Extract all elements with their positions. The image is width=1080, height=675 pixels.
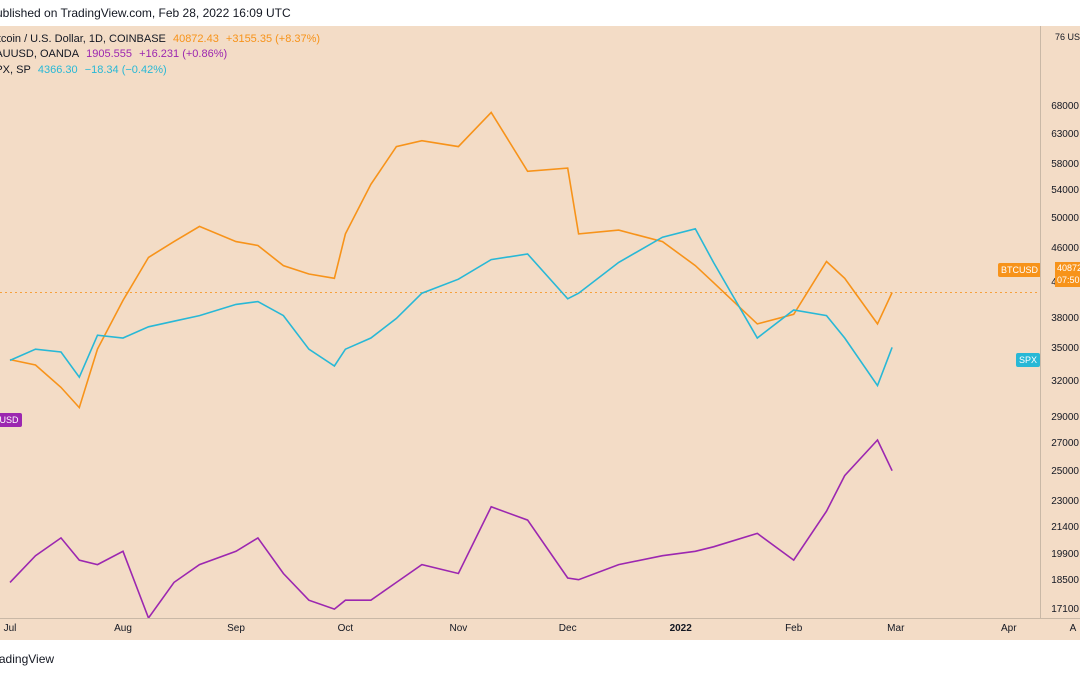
- time-tick-label: Dec: [558, 623, 577, 634]
- time-tick-label: Apr: [1001, 623, 1017, 634]
- btc-price-label: 40872: [1055, 262, 1080, 275]
- header-bar: Published on TradingView.com, Feb 28, 20…: [0, 0, 1080, 26]
- price-chart: [0, 111, 1040, 618]
- btc-series-line: [9, 111, 893, 410]
- footer-bar: TradingView: [0, 640, 1080, 675]
- price-tick-label: 23000: [1051, 496, 1079, 507]
- legend-xau-price: 1905.555: [86, 48, 133, 60]
- legend-spx-price: 4366.30: [37, 64, 78, 76]
- legend-xau-change: +16.231 (+0.86%): [139, 48, 228, 60]
- price-axis-currency: 76 USD: [1055, 32, 1080, 42]
- legend-spx-change: −18.34 (−0.42%): [84, 64, 167, 76]
- time-tick-label: Feb: [785, 623, 803, 634]
- time-tick-label: 2022: [669, 623, 692, 634]
- price-tick-label: 29000: [1051, 411, 1079, 423]
- btc-series-tag: BTCUSD: [998, 263, 1040, 277]
- price-tick-label: 68000: [1051, 101, 1079, 112]
- price-tick-label: 25000: [1051, 465, 1079, 477]
- price-tick-label: 19900: [1051, 548, 1079, 560]
- price-tick-label: 18500: [1051, 575, 1079, 587]
- price-tick-label: 54000: [1051, 185, 1079, 196]
- legend-btc-price: 40872.43: [172, 33, 219, 45]
- price-tick-label: 50000: [1051, 213, 1079, 224]
- legend-btc-change: +3155.35 (+8.37%): [225, 33, 321, 45]
- price-tick-label: 21400: [1051, 522, 1079, 534]
- time-tick-label: Sep: [227, 623, 245, 634]
- time-tick-label: Nov: [449, 623, 468, 634]
- time-axis[interactable]: Jul Aug Sep Oct Nov Dec 2022 Feb Mar Apr A: [0, 618, 1080, 640]
- price-tick-label: 32000: [1051, 375, 1079, 387]
- time-tick-label: Aug: [114, 623, 132, 634]
- btc-countdown-label: 07:50:: [1055, 274, 1080, 287]
- time-axis-corner: A: [1069, 623, 1077, 634]
- time-tick-label: Jul: [3, 623, 17, 634]
- time-tick-label: Oct: [337, 623, 354, 634]
- legend-btc: Bitcoin / U.S. Dollar, 1D, COINBASE 4087…: [0, 33, 324, 45]
- price-tick-label: 58000: [1051, 159, 1079, 170]
- spx-series-line: [9, 227, 893, 388]
- time-tick-label: Mar: [887, 623, 905, 634]
- legend-spx: SPX, SP 4366.30 −18.34 (−0.42%): [0, 64, 171, 76]
- price-tick-label: 27000: [1051, 437, 1079, 449]
- xau-series-tag: XAUUSD: [0, 413, 22, 427]
- legend-spx-name: SPX, SP: [0, 64, 31, 76]
- legend-xau: XAUUSD, OANDA 1905.555 +16.231 (+0.86%): [0, 48, 231, 60]
- price-tick-label: 35000: [1051, 343, 1079, 354]
- chart-plot-area[interactable]: Bitcoin / U.S. Dollar, 1D, COINBASE 4087…: [0, 26, 1040, 618]
- price-tick-label: 17100: [1051, 604, 1079, 615]
- price-tick-label: 63000: [1051, 128, 1079, 140]
- footer-brand: TradingView: [0, 652, 55, 666]
- legend-btc-name: Bitcoin / U.S. Dollar, 1D, COINBASE: [0, 33, 166, 45]
- published-note: Published on TradingView.com, Feb 28, 20…: [0, 6, 291, 20]
- price-axis[interactable]: 76 USD 680006300058000540005000046000420…: [1040, 26, 1080, 618]
- price-tick-label: 46000: [1051, 243, 1079, 255]
- legend-xau-name: XAUUSD, OANDA: [0, 48, 80, 60]
- xau-series-line: [9, 438, 893, 618]
- price-tick-label: 38000: [1051, 313, 1079, 324]
- spx-series-tag: SPX: [1016, 353, 1040, 367]
